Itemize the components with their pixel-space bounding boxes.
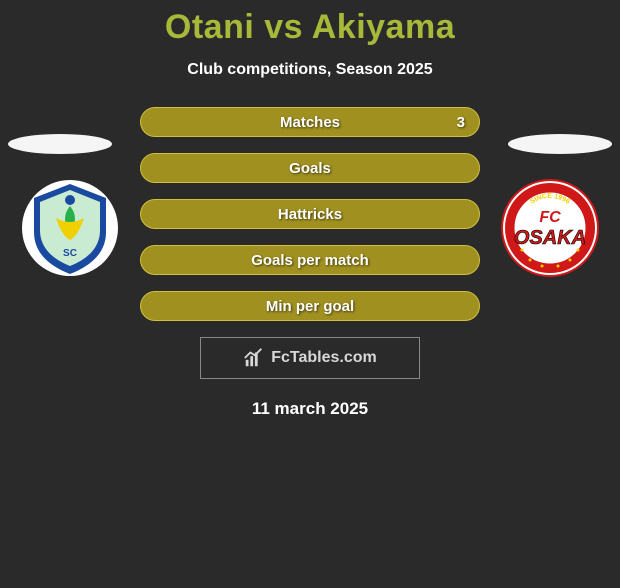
- team-badge-left: SC: [20, 178, 120, 278]
- stat-row-min-per-goal: Min per goal: [140, 291, 480, 321]
- svg-text:FC: FC: [539, 209, 561, 226]
- stat-row-hattricks: Hattricks: [140, 199, 480, 229]
- player-ellipse-left: [8, 134, 112, 154]
- stat-label: Matches: [280, 114, 340, 131]
- stat-right-value: 3: [457, 114, 465, 131]
- stat-row-goals-per-match: Goals per match: [140, 245, 480, 275]
- bar-chart-icon: [243, 347, 265, 369]
- club-crest-icon: SINCE 1996 FC OSAKA: [500, 178, 600, 278]
- fctables-watermark: FcTables.com: [200, 337, 420, 379]
- player-ellipse-right: [508, 134, 612, 154]
- stat-rows: Matches 3 Goals Hattricks Goals per matc…: [140, 107, 480, 321]
- page-title: Otani vs Akiyama: [0, 8, 620, 47]
- stat-row-goals: Goals: [140, 153, 480, 183]
- stat-row-matches: Matches 3: [140, 107, 480, 137]
- stat-label: Min per goal: [266, 298, 354, 315]
- stat-label: Hattricks: [278, 206, 342, 223]
- stat-label: Goals: [289, 160, 331, 177]
- svg-text:SC: SC: [63, 248, 77, 259]
- page-subtitle: Club competitions, Season 2025: [0, 61, 620, 79]
- shield-icon: SC: [20, 178, 120, 278]
- team-badge-right: SINCE 1996 FC OSAKA: [500, 178, 600, 278]
- fctables-label: FcTables.com: [271, 349, 377, 367]
- infographic-date: 11 march 2025: [0, 399, 620, 419]
- svg-text:OSAKA: OSAKA: [514, 227, 586, 249]
- stat-label: Goals per match: [251, 252, 369, 269]
